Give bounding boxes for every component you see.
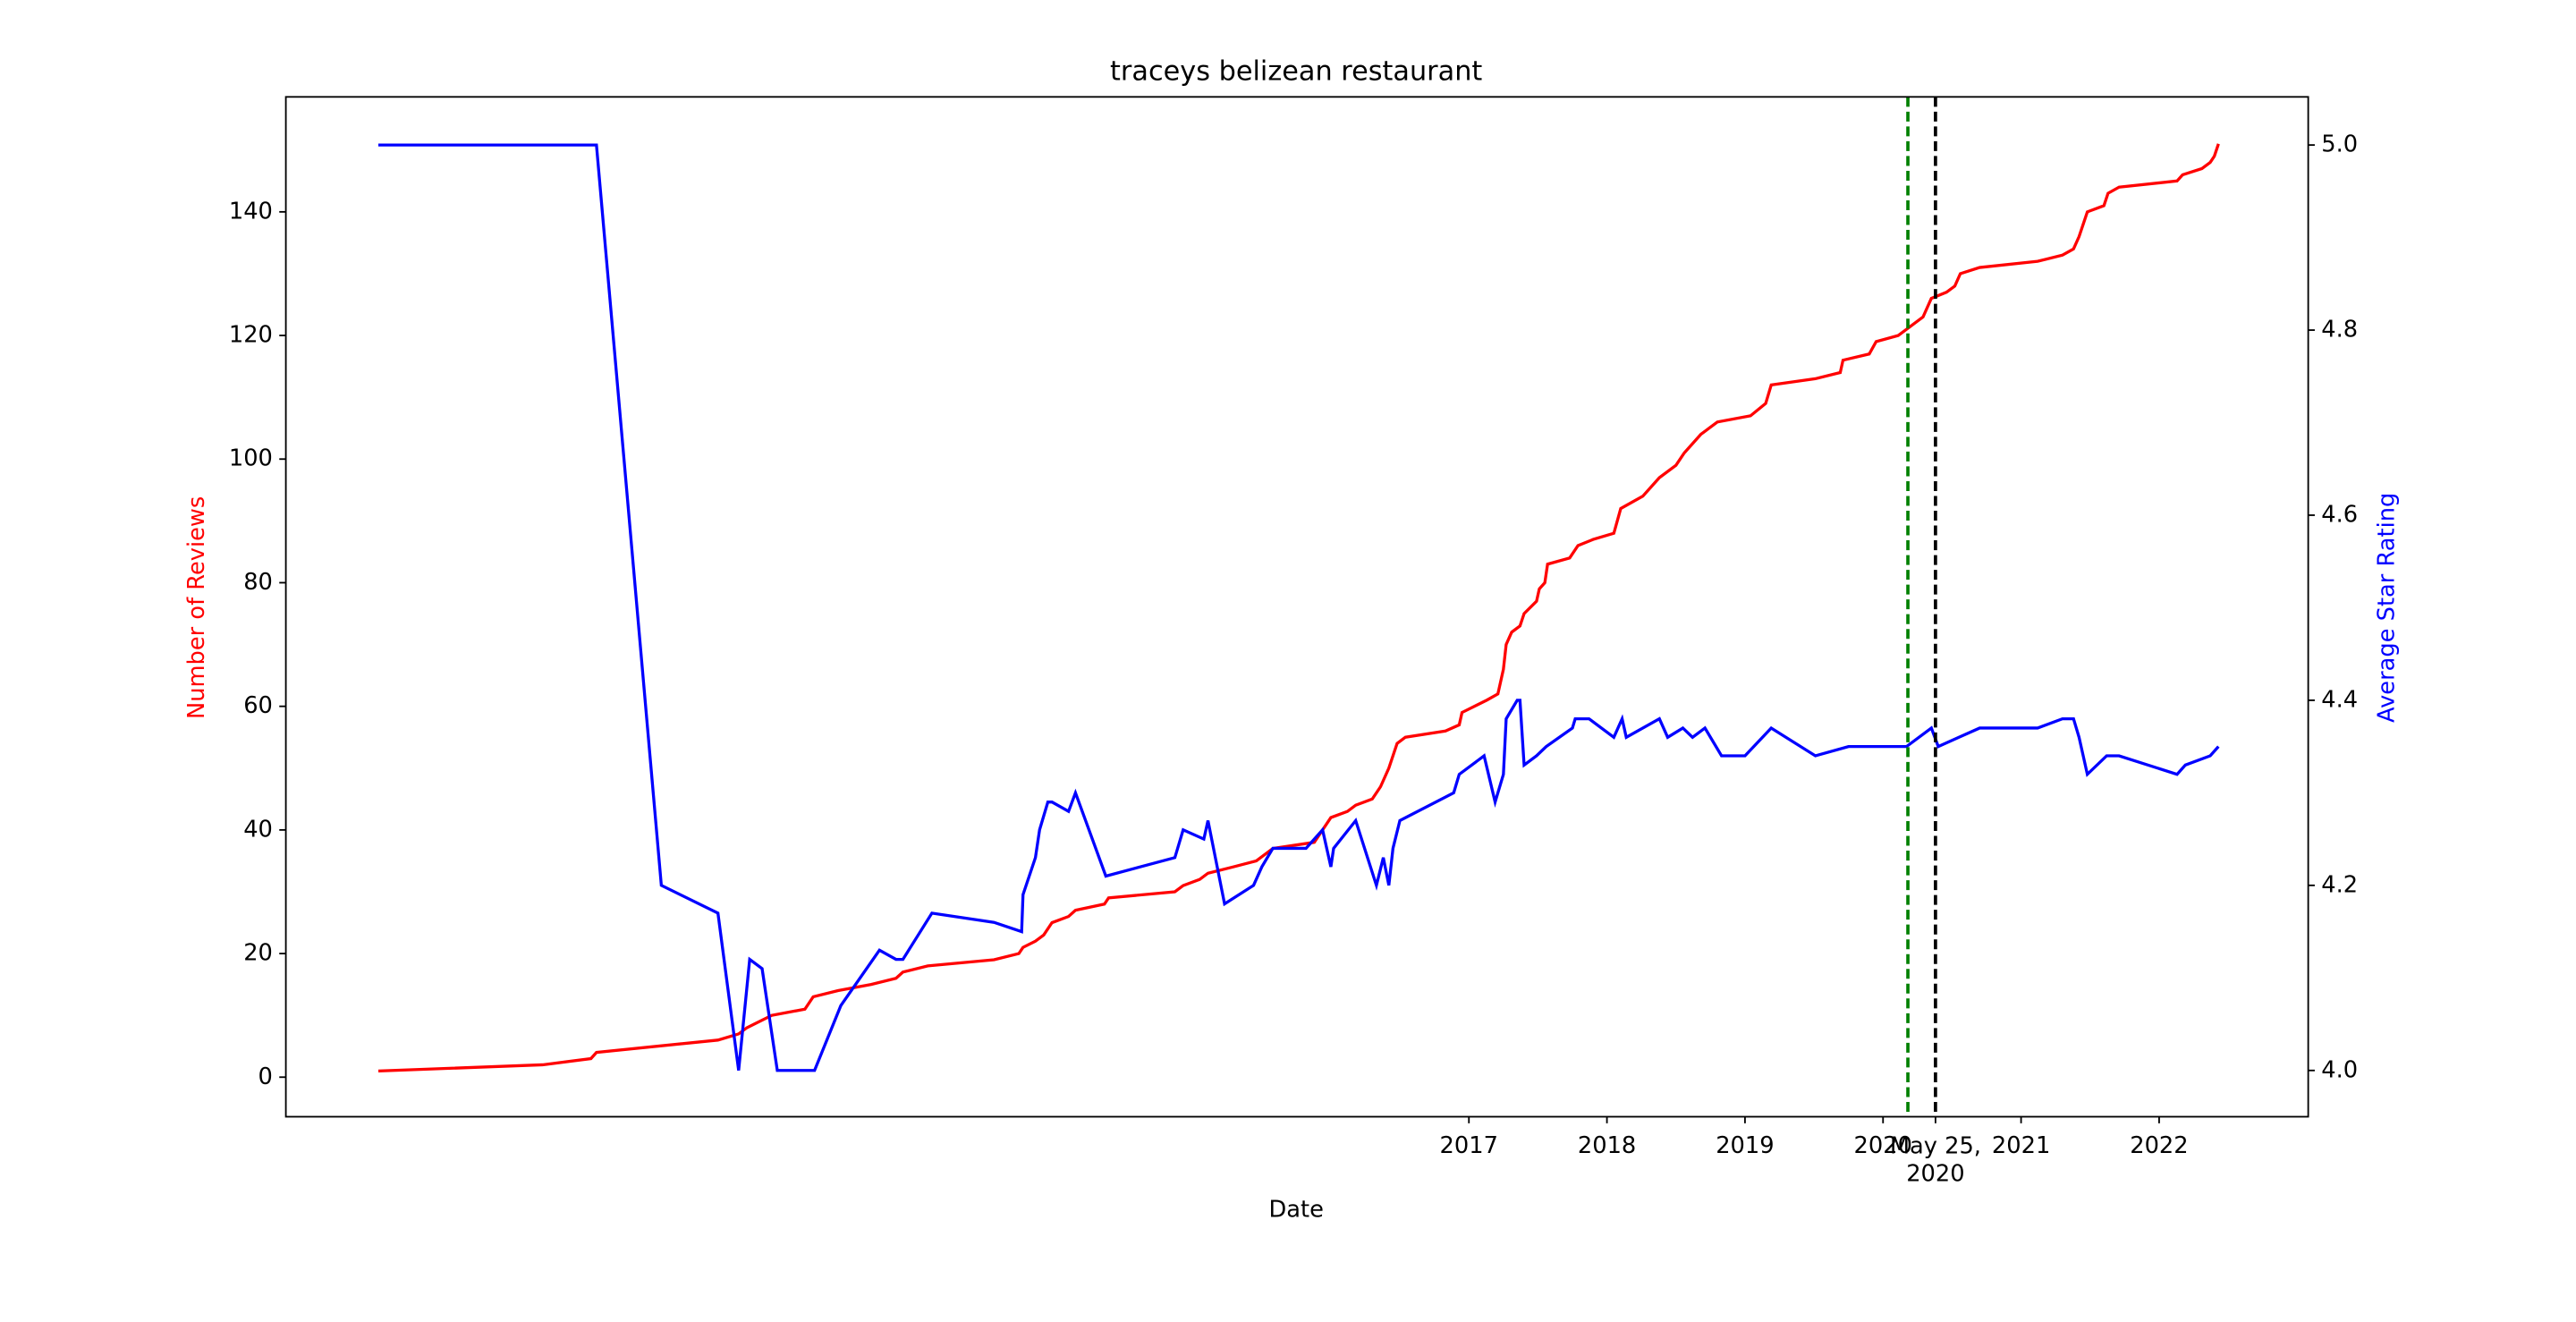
x-tick-label: 2022: [2130, 1132, 2188, 1159]
x-tick-label: 2019: [1716, 1132, 1774, 1159]
plot-frame: [284, 96, 2309, 1118]
y2-tick-label: 4.6: [2321, 501, 2358, 528]
x-tick-label: 2020: [1854, 1132, 1912, 1159]
y-tick-label: 80: [243, 569, 273, 596]
chart-title: traceys belizean restaurant: [1110, 55, 1482, 87]
data-line: [378, 143, 2220, 1072]
x-tick-label: May 25, 2020: [1890, 1132, 1981, 1187]
y-tick-label: 40: [243, 816, 273, 843]
y2-tick-label: 5.0: [2321, 131, 2358, 158]
x-tick-label: 2021: [1992, 1132, 2050, 1159]
y-tick-label: 100: [229, 445, 273, 472]
y2-tick-label: 4.0: [2321, 1056, 2358, 1083]
y2-tick-label: 4.2: [2321, 871, 2358, 898]
x-tick-label: 2018: [1578, 1132, 1636, 1159]
y-tick-label: 20: [243, 940, 273, 967]
y2-tick-label: 4.8: [2321, 317, 2358, 343]
y-tick-label: 120: [229, 322, 273, 349]
y-tick-label: 60: [243, 692, 273, 719]
y-axis-label: Number of Reviews: [183, 496, 210, 719]
y2-tick-label: 4.4: [2321, 686, 2358, 713]
y2-axis-label: Average Star Rating: [2373, 493, 2400, 723]
y-tick-label: 0: [258, 1064, 273, 1090]
x-axis-label: Date: [1268, 1197, 1323, 1224]
y-tick-label: 140: [229, 198, 273, 225]
x-tick-label: 2017: [1440, 1132, 1498, 1159]
data-line: [377, 143, 2220, 1073]
